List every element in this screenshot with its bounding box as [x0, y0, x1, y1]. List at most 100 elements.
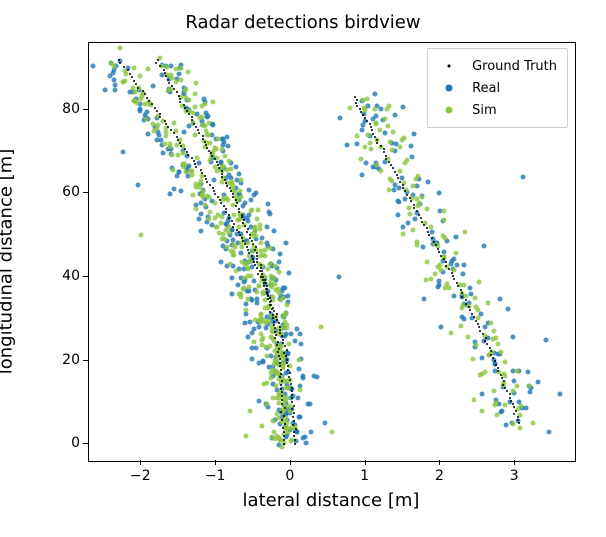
scatter-point-real [322, 421, 327, 426]
scatter-point-sim [224, 244, 229, 249]
scatter-point-real [462, 302, 467, 307]
scatter-point-sim [277, 392, 282, 397]
scatter-point-sim [267, 303, 272, 308]
scatter-point-sim [231, 203, 236, 208]
scatter-point-sim [164, 125, 169, 130]
scatter-point-ground-truth [239, 234, 241, 236]
scatter-point-real [278, 421, 283, 426]
scatter-point-sim [247, 408, 252, 413]
scatter-point-sim [461, 303, 466, 308]
scatter-point-real [244, 261, 249, 266]
scatter-point-sim [231, 242, 236, 247]
scatter-point-sim [239, 292, 244, 297]
scatter-point-ground-truth [383, 148, 385, 150]
scatter-point-sim [179, 104, 184, 109]
scatter-point-real [287, 410, 292, 415]
scatter-point-real [301, 374, 306, 379]
scatter-point-sim [164, 64, 169, 69]
scatter-point-sim [272, 263, 277, 268]
scatter-point-ground-truth [191, 157, 193, 159]
legend-item: Sim [436, 99, 557, 121]
scatter-point-real [202, 97, 207, 102]
scatter-point-sim [223, 227, 228, 232]
scatter-point-ground-truth [287, 369, 289, 371]
scatter-point-real [270, 381, 275, 386]
scatter-point-sim [200, 104, 205, 109]
scatter-point-sim [285, 385, 290, 390]
scatter-point-ground-truth [135, 83, 137, 85]
scatter-point-ground-truth [448, 268, 450, 270]
scatter-point-real [246, 212, 251, 217]
scatter-point-sim [518, 403, 523, 408]
scatter-point-ground-truth [266, 285, 268, 287]
scatter-point-ground-truth [284, 345, 286, 347]
scatter-point-sim [365, 133, 370, 138]
scatter-point-real [234, 232, 239, 237]
scatter-point-sim [269, 324, 274, 329]
scatter-point-real [279, 293, 284, 298]
scatter-point-real [182, 90, 187, 95]
scatter-point-ground-truth [274, 337, 276, 339]
scatter-point-ground-truth [154, 107, 156, 109]
scatter-point-real [283, 410, 288, 415]
scatter-point-real [363, 160, 368, 165]
scatter-point-real [404, 189, 409, 194]
scatter-point-real [244, 239, 249, 244]
scatter-point-sim [235, 199, 240, 204]
scatter-point-sim [261, 382, 266, 387]
scatter-point-sim [408, 211, 413, 216]
scatter-point-real [301, 436, 306, 441]
scatter-point-real [211, 123, 216, 128]
scatter-point-real [265, 345, 270, 350]
scatter-point-ground-truth [293, 405, 295, 407]
scatter-point-sim [437, 262, 442, 267]
scatter-point-ground-truth [236, 229, 238, 231]
scatter-point-ground-truth [256, 258, 258, 260]
scatter-point-real [229, 227, 234, 232]
scatter-point-real [279, 387, 284, 392]
scatter-point-sim [185, 69, 190, 74]
scatter-point-real [277, 372, 282, 377]
y-tick-label: 20 [58, 352, 80, 368]
scatter-point-sim [280, 375, 285, 380]
scatter-point-ground-truth [264, 279, 266, 281]
scatter-point-real [253, 287, 258, 292]
scatter-point-real [262, 282, 267, 287]
scatter-point-sim [491, 388, 496, 393]
scatter-point-real [393, 112, 398, 117]
scatter-point-real [269, 275, 274, 280]
scatter-point-sim [375, 163, 380, 168]
scatter-point-ground-truth [372, 133, 374, 135]
scatter-point-real [90, 63, 95, 68]
scatter-point-real [266, 404, 271, 409]
scatter-point-sim [249, 207, 254, 212]
scatter-point-real [222, 211, 227, 216]
scatter-point-sim [220, 165, 225, 170]
scatter-point-sim [163, 130, 168, 135]
scatter-point-sim [266, 319, 271, 324]
scatter-point-sim [246, 297, 251, 302]
scatter-point-ground-truth [388, 161, 390, 163]
scatter-point-ground-truth [428, 234, 430, 236]
scatter-point-real [511, 369, 516, 374]
scatter-point-sim [479, 408, 484, 413]
scatter-point-real [185, 97, 190, 102]
scatter-point-real [509, 420, 514, 425]
scatter-point-real [134, 96, 139, 101]
scatter-point-ground-truth [279, 329, 281, 331]
scatter-point-real [289, 395, 294, 400]
scatter-point-ground-truth [170, 129, 172, 131]
scatter-point-real [177, 169, 182, 174]
scatter-point-sim [297, 358, 302, 363]
scatter-point-real [415, 210, 420, 215]
scatter-point-ground-truth [246, 246, 248, 248]
scatter-point-real [191, 121, 196, 126]
scatter-point-real [135, 183, 140, 188]
scatter-point-ground-truth [280, 373, 282, 375]
scatter-point-real [221, 142, 226, 147]
scatter-point-real [227, 233, 232, 238]
scatter-point-ground-truth [504, 387, 506, 389]
scatter-point-sim [278, 437, 283, 442]
scatter-point-sim [131, 86, 136, 91]
y-tick-mark [83, 276, 88, 277]
